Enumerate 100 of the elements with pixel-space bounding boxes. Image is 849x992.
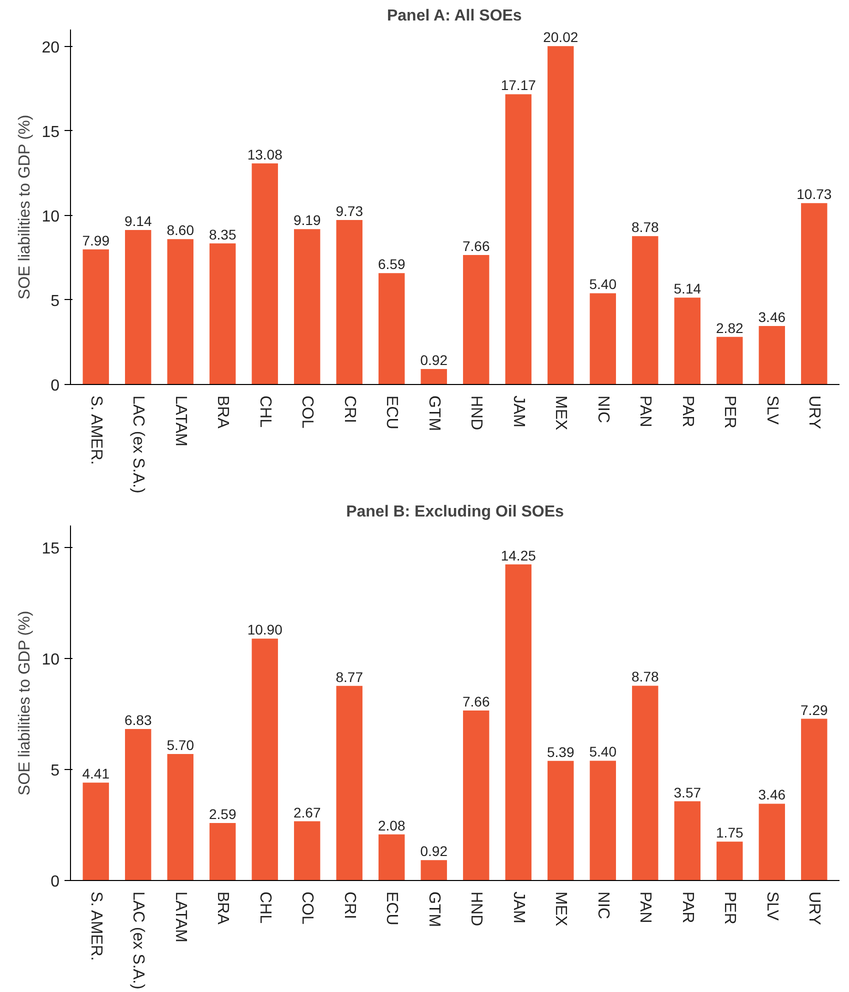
data-label: 8.60 [166, 222, 194, 238]
data-label: 4.41 [82, 766, 110, 782]
bar [378, 834, 405, 880]
x-tick-label: ECU [383, 892, 400, 926]
x-tick-label: PAN [636, 892, 654, 924]
data-label: 9.14 [124, 212, 152, 229]
data-label: 17.17 [500, 77, 536, 94]
x-tick-label: CRI [340, 396, 358, 424]
data-label: 7.66 [462, 238, 490, 254]
data-label: 1.75 [716, 824, 744, 841]
data-label: 8.78 [632, 668, 659, 685]
x-tick-label: HND [468, 892, 485, 926]
data-label: 3.57 [674, 784, 702, 800]
bar [716, 336, 743, 384]
x-tick-label: NIC [594, 892, 612, 920]
x-tick-label: CHL [256, 396, 274, 428]
data-label: 20.02 [543, 29, 578, 46]
bar [463, 710, 490, 880]
y-tick-label: 0 [50, 874, 60, 890]
bar [420, 860, 447, 880]
data-label: 7.29 [800, 702, 828, 718]
data-label: 6.83 [124, 712, 152, 728]
data-label: 5.39 [547, 744, 574, 760]
bar [167, 754, 194, 880]
data-label: 3.46 [758, 786, 786, 803]
x-tick-label: MEX [552, 396, 570, 430]
bar [294, 229, 320, 384]
data-label: 9.19 [293, 212, 321, 228]
data-label: 2.08 [378, 817, 406, 834]
data-label: 5.40 [589, 276, 617, 292]
bar [674, 298, 700, 384]
bar [294, 821, 320, 880]
data-label: 9.73 [336, 203, 364, 220]
bar [125, 230, 152, 384]
bar [463, 255, 490, 384]
x-tick-label: S. AMER. [87, 396, 104, 465]
x-tick-label: GTM [425, 396, 442, 432]
data-label: 5.40 [589, 744, 617, 760]
x-tick-label: BRA [214, 396, 232, 429]
y-axis-title: SOE liabilities to GDP (%) [16, 610, 34, 796]
bar [210, 243, 236, 384]
data-label: 5.70 [166, 737, 194, 754]
y-tick-label: 5 [50, 762, 60, 780]
bar [82, 782, 109, 880]
x-tick-label: URY [806, 396, 823, 430]
bar [336, 220, 362, 384]
bar [548, 46, 574, 384]
bar [590, 293, 616, 384]
x-tick-label: PER [721, 892, 738, 924]
data-label: 0.92 [420, 352, 448, 368]
bar [801, 203, 828, 384]
x-tick-label: COL [298, 892, 316, 924]
y-tick-label: 5 [50, 292, 60, 310]
data-label: 7.66 [462, 694, 490, 710]
data-label: 14.25 [500, 547, 536, 564]
y-tick-label: 15 [42, 124, 60, 141]
x-tick-label: GTM [425, 892, 442, 928]
x-tick-label: LAC (ex S.A.) [130, 396, 147, 494]
y-tick-label: 0 [50, 378, 60, 394]
x-tick-label: CRI [340, 892, 358, 920]
y-tick-label: 10 [42, 652, 60, 669]
data-label: 8.77 [336, 668, 364, 685]
bar [801, 718, 828, 880]
bar [420, 368, 447, 384]
x-tick-label: LATAM [172, 396, 189, 446]
x-tick-label: S. AMER. [87, 892, 104, 961]
data-label: 0.92 [420, 843, 448, 860]
x-tick-label: CHL [256, 892, 274, 924]
x-tick-label: JAM [510, 892, 527, 924]
data-label: 10.73 [796, 186, 832, 202]
x-tick-label: SLV [763, 892, 780, 921]
data-label: 2.59 [208, 806, 236, 822]
x-tick-label: PAN [636, 396, 654, 428]
x-tick-label: BRA [214, 892, 232, 925]
bar [505, 564, 532, 880]
data-label: 8.78 [632, 219, 659, 236]
data-label: 3.46 [758, 309, 786, 326]
bar [210, 823, 236, 880]
y-axis-title: SOE liabilities to GDP (%) [16, 114, 34, 300]
x-tick-label: SLV [763, 396, 780, 425]
x-tick-label: PER [721, 396, 738, 428]
bar [252, 163, 278, 384]
x-tick-label: ECU [383, 396, 400, 430]
x-tick-label: LAC (ex S.A.) [130, 892, 147, 990]
x-tick-label: MEX [552, 892, 570, 926]
bar [674, 801, 700, 880]
data-label: 7.99 [82, 232, 110, 248]
data-label: 10.90 [247, 622, 283, 638]
y-tick-label: 20 [42, 39, 60, 56]
x-tick-label: NIC [594, 396, 612, 424]
x-tick-label: PAR [678, 892, 696, 924]
bar [758, 326, 785, 384]
bar [378, 273, 405, 384]
bar [252, 638, 278, 880]
data-label: 13.08 [247, 146, 283, 162]
x-tick-label: COL [298, 396, 316, 428]
data-label: 6.59 [378, 256, 406, 272]
y-tick-label: 10 [42, 208, 60, 226]
x-tick-label: HND [468, 396, 485, 430]
bar [632, 236, 658, 384]
